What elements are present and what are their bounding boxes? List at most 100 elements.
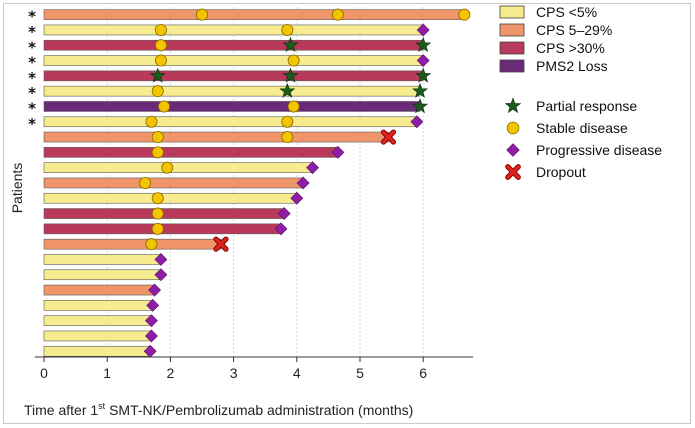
x-axis-title-post: SMT-NK/Pembrolizumab administration (mon… xyxy=(105,402,413,418)
partial-response-marker xyxy=(279,82,296,98)
y-axis-title: Patients xyxy=(9,163,25,214)
patient-bar xyxy=(43,101,421,112)
partial-response-marker xyxy=(415,36,432,53)
partial-response-marker xyxy=(412,82,429,98)
patient-bar xyxy=(43,330,152,342)
stable-disease-marker xyxy=(154,23,167,36)
patient-bar xyxy=(43,162,313,173)
progressive-disease-marker xyxy=(277,207,291,220)
x-axis-title-sup: st xyxy=(98,401,106,411)
stable-disease-marker xyxy=(281,23,294,36)
stable-disease-marker xyxy=(458,8,471,21)
progressive-disease-marker xyxy=(410,115,424,129)
patient-bar xyxy=(43,116,418,128)
row-flag: * xyxy=(28,8,36,26)
row-flag: * xyxy=(28,38,36,56)
patient-bar xyxy=(43,315,152,326)
event-markers xyxy=(139,8,471,358)
partial-response-marker xyxy=(412,98,429,114)
dropout-marker xyxy=(505,164,521,180)
legend-label: PMS2 Loss xyxy=(536,58,608,74)
patient-bar xyxy=(43,300,153,311)
stable-disease-marker xyxy=(161,161,174,174)
patient-bars xyxy=(43,9,465,357)
progressive-disease-marker xyxy=(145,329,158,343)
x-tick-label: 3 xyxy=(230,365,238,381)
stable-disease-marker xyxy=(145,238,158,251)
row-flag: * xyxy=(28,115,36,133)
progressive-disease-marker xyxy=(506,143,520,157)
patient-bar xyxy=(43,238,222,250)
progressive-disease-marker xyxy=(146,298,160,312)
progressive-disease-marker xyxy=(154,268,168,282)
legend-label: CPS 5–29% xyxy=(536,22,612,38)
progressive-disease-marker xyxy=(416,54,430,67)
x-tick-label: 2 xyxy=(167,365,175,381)
patient-bar xyxy=(43,208,285,219)
legend-swatch xyxy=(499,41,525,55)
patient-bar xyxy=(43,24,424,36)
patient-bar xyxy=(43,70,424,82)
x-tick-label: 1 xyxy=(103,365,111,381)
row-flag: * xyxy=(28,69,36,87)
patient-bar xyxy=(43,177,304,189)
progressive-disease-marker xyxy=(416,23,430,37)
legend-label: Progressive disease xyxy=(536,142,662,158)
stable-disease-marker xyxy=(506,121,520,135)
progressive-disease-marker xyxy=(331,145,345,159)
x-tick-label: 5 xyxy=(356,365,364,381)
partial-response-marker xyxy=(282,36,299,53)
legend-swatch xyxy=(499,59,525,73)
x-tick-label: 4 xyxy=(293,365,301,381)
stable-disease-marker xyxy=(151,85,164,98)
x-axis: 0 1 2 3 4 5 6 xyxy=(35,356,473,381)
row-flag: * xyxy=(28,23,36,41)
stable-disease-marker xyxy=(151,222,164,235)
patient-bar xyxy=(43,345,151,357)
progressive-disease-marker xyxy=(306,161,320,175)
legend-label: Stable disease xyxy=(536,120,628,136)
patient-bar xyxy=(43,147,339,158)
partial-response-marker xyxy=(504,97,522,114)
patient-bar xyxy=(43,39,424,51)
stable-disease-marker xyxy=(139,176,152,189)
stable-disease-marker xyxy=(151,131,164,144)
partial-response-marker xyxy=(282,67,299,83)
legend-label: Dropout xyxy=(536,164,586,180)
stable-disease-marker xyxy=(145,115,158,128)
partial-response-marker xyxy=(415,67,432,83)
stable-disease-marker xyxy=(331,8,344,21)
stable-disease-marker xyxy=(195,8,208,21)
patient-bar xyxy=(43,284,155,296)
x-axis-title: Time after 1st SMT-NK/Pembrolizumab admi… xyxy=(24,401,413,418)
legend: CPS <5% CPS 5–29% CPS >30% PMS2 Loss Partial… xyxy=(499,4,662,180)
x-axis-title-pre: Time after 1 xyxy=(24,402,98,418)
dropout-marker xyxy=(380,129,397,145)
patient-bar xyxy=(43,131,389,143)
patient-bar xyxy=(43,269,162,281)
x-tick-label: 6 xyxy=(419,365,427,381)
stable-disease-marker xyxy=(158,100,171,113)
row-flag: * xyxy=(28,99,36,117)
stable-disease-marker xyxy=(151,207,164,220)
row-flags: ******** xyxy=(28,8,36,133)
legend-label: CPS >30% xyxy=(536,40,605,56)
figure-frame xyxy=(3,3,691,424)
patient-bar xyxy=(43,9,465,20)
dropout-marker xyxy=(213,236,229,252)
progressive-disease-marker xyxy=(148,283,162,297)
stable-disease-marker xyxy=(151,146,164,159)
legend-label: CPS <5% xyxy=(536,4,597,20)
patient-bar xyxy=(43,192,298,204)
stable-disease-marker xyxy=(154,39,167,52)
row-flag: * xyxy=(28,84,36,102)
stable-disease-marker xyxy=(151,192,164,205)
partial-response-marker xyxy=(149,67,166,83)
legend-label: Partial response xyxy=(536,98,637,114)
legend-swatch xyxy=(499,23,525,37)
x-tick-label: 0 xyxy=(40,365,48,381)
stable-disease-marker xyxy=(281,131,294,144)
patient-bar xyxy=(43,254,162,265)
patient-bar xyxy=(43,85,421,97)
